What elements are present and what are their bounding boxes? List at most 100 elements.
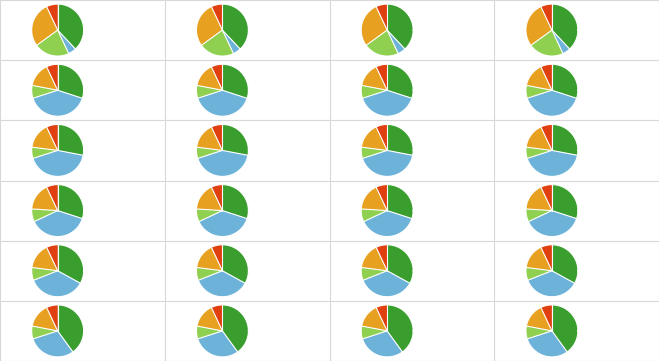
Polygon shape	[212, 245, 223, 271]
Polygon shape	[47, 125, 58, 151]
Polygon shape	[552, 64, 578, 98]
Polygon shape	[362, 67, 387, 90]
Polygon shape	[361, 209, 387, 222]
Polygon shape	[541, 184, 552, 210]
Polygon shape	[387, 245, 413, 283]
Polygon shape	[361, 247, 387, 271]
Polygon shape	[198, 90, 247, 116]
Polygon shape	[32, 86, 58, 98]
Polygon shape	[32, 67, 58, 90]
Polygon shape	[58, 30, 76, 54]
Polygon shape	[361, 147, 387, 158]
Polygon shape	[527, 151, 577, 177]
Polygon shape	[223, 125, 248, 155]
Polygon shape	[197, 307, 223, 331]
Polygon shape	[196, 209, 223, 222]
Polygon shape	[37, 30, 69, 56]
Polygon shape	[526, 127, 552, 151]
Polygon shape	[212, 4, 223, 30]
Polygon shape	[552, 245, 578, 283]
Polygon shape	[376, 305, 387, 331]
Polygon shape	[361, 86, 387, 98]
Polygon shape	[527, 90, 577, 116]
Polygon shape	[361, 6, 387, 45]
Polygon shape	[526, 247, 552, 271]
Polygon shape	[47, 64, 58, 90]
Polygon shape	[362, 90, 412, 116]
Polygon shape	[47, 245, 58, 271]
Polygon shape	[212, 305, 223, 331]
Polygon shape	[58, 245, 84, 283]
Polygon shape	[196, 247, 223, 271]
Polygon shape	[552, 30, 570, 54]
Polygon shape	[32, 268, 58, 280]
Polygon shape	[526, 209, 552, 222]
Polygon shape	[32, 209, 58, 222]
Polygon shape	[32, 6, 58, 45]
Polygon shape	[387, 30, 405, 54]
Polygon shape	[223, 64, 248, 98]
Polygon shape	[202, 30, 233, 56]
Polygon shape	[526, 6, 552, 45]
Polygon shape	[196, 187, 223, 210]
Polygon shape	[32, 147, 58, 158]
Polygon shape	[527, 307, 552, 331]
Polygon shape	[526, 187, 552, 210]
Polygon shape	[58, 4, 84, 49]
Polygon shape	[541, 4, 552, 30]
Polygon shape	[223, 184, 248, 219]
Polygon shape	[387, 125, 413, 155]
Polygon shape	[387, 4, 413, 49]
Polygon shape	[32, 326, 58, 339]
Polygon shape	[196, 6, 223, 45]
Polygon shape	[531, 30, 563, 56]
Polygon shape	[387, 305, 413, 352]
Polygon shape	[361, 127, 387, 151]
Polygon shape	[196, 86, 223, 98]
Polygon shape	[376, 245, 387, 271]
Polygon shape	[32, 187, 58, 210]
Polygon shape	[552, 4, 578, 49]
Polygon shape	[199, 210, 247, 236]
Polygon shape	[58, 305, 84, 352]
Polygon shape	[552, 184, 578, 219]
Polygon shape	[196, 127, 223, 151]
Polygon shape	[552, 125, 578, 155]
Polygon shape	[361, 268, 387, 280]
Polygon shape	[529, 210, 577, 236]
Polygon shape	[361, 187, 387, 210]
Polygon shape	[47, 184, 58, 210]
Polygon shape	[376, 4, 387, 30]
Polygon shape	[541, 64, 552, 90]
Polygon shape	[32, 127, 58, 151]
Polygon shape	[223, 245, 248, 283]
Polygon shape	[387, 64, 413, 98]
Polygon shape	[212, 64, 223, 90]
Polygon shape	[223, 30, 241, 54]
Polygon shape	[58, 125, 84, 155]
Polygon shape	[526, 86, 552, 98]
Polygon shape	[376, 184, 387, 210]
Polygon shape	[541, 245, 552, 271]
Polygon shape	[47, 305, 58, 331]
Polygon shape	[362, 331, 403, 357]
Polygon shape	[198, 331, 238, 357]
Polygon shape	[552, 305, 578, 352]
Polygon shape	[223, 4, 248, 49]
Polygon shape	[212, 184, 223, 210]
Polygon shape	[212, 125, 223, 151]
Polygon shape	[528, 271, 575, 297]
Polygon shape	[364, 210, 412, 236]
Polygon shape	[196, 326, 223, 339]
Polygon shape	[58, 64, 84, 98]
Polygon shape	[541, 305, 552, 331]
Polygon shape	[198, 151, 248, 177]
Polygon shape	[196, 268, 223, 280]
Polygon shape	[366, 30, 398, 56]
Polygon shape	[361, 326, 387, 339]
Polygon shape	[33, 151, 83, 177]
Polygon shape	[223, 305, 248, 352]
Polygon shape	[198, 271, 245, 297]
Polygon shape	[33, 90, 82, 116]
Polygon shape	[362, 151, 413, 177]
